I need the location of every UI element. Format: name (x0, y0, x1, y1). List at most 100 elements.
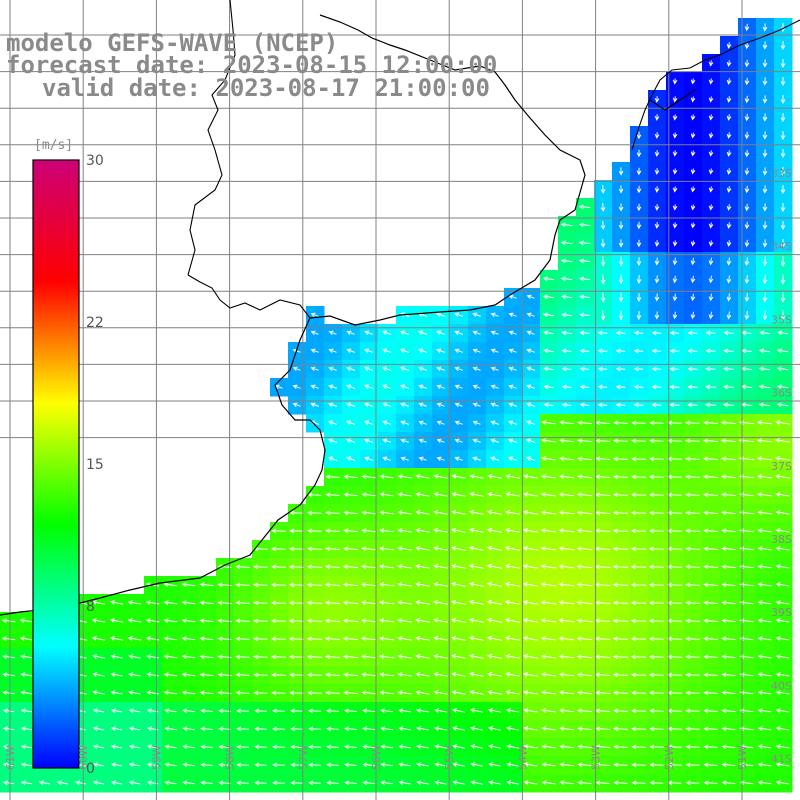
wind-arrow (292, 348, 301, 354)
wind-arrow (600, 310, 606, 321)
wind-arrow (508, 366, 517, 372)
wind-arrow (703, 744, 718, 750)
wind-arrow (433, 618, 448, 623)
wind-arrow (612, 582, 629, 588)
wind-arrow (654, 168, 660, 175)
wind-arrow (723, 366, 734, 372)
wind-arrow (649, 438, 664, 444)
wind-arrow (708, 186, 714, 193)
coastline (0, 14, 586, 616)
wind-arrow (708, 222, 714, 229)
wind-arrow (775, 546, 790, 551)
wind-arrow (542, 276, 555, 282)
wind-arrow (325, 672, 340, 678)
wind-arrow (775, 510, 790, 515)
lon-label: 57W (297, 745, 310, 770)
wind-arrow (346, 384, 356, 389)
wind-arrow (505, 492, 520, 497)
wind-arrow (613, 726, 628, 732)
wind-arrow (469, 545, 484, 551)
wind-arrow (780, 95, 786, 105)
wind-arrow (685, 564, 700, 570)
wind-arrow (560, 258, 573, 264)
wind-arrow (631, 744, 646, 750)
wind-arrow (434, 708, 447, 713)
wind-arrow (525, 438, 536, 443)
wind-arrow (780, 113, 786, 123)
wind-arrow (327, 456, 338, 461)
wind-arrow (540, 546, 557, 551)
wind-arrow (92, 726, 105, 731)
wind-arrow (472, 438, 481, 444)
wind-arrow (615, 348, 626, 354)
wind-arrow (364, 456, 374, 461)
wind-arrow (560, 240, 573, 246)
wind-arrow (346, 330, 355, 336)
wind-arrow (235, 672, 250, 678)
wind-arrow (775, 474, 790, 479)
wind-arrow (654, 204, 660, 211)
wind-arrow (669, 330, 680, 336)
wind-arrow (636, 311, 642, 320)
wind-arrow (762, 23, 768, 32)
wind-arrow (487, 509, 502, 515)
wind-arrow (780, 149, 786, 159)
wind-arrow (669, 366, 680, 372)
wind-arrow (648, 582, 665, 588)
wind-arrow (685, 654, 700, 660)
wind-arrow (468, 581, 485, 587)
wind-arrow (576, 546, 593, 552)
wind-arrow (600, 203, 606, 212)
wind-arrow (541, 708, 556, 713)
wind-arrow (654, 311, 660, 320)
lon-label: 51W (736, 745, 749, 770)
wind-arrow (271, 654, 286, 660)
wind-arrow (380, 762, 393, 767)
wind-arrow (721, 474, 736, 480)
wind-arrow (561, 330, 572, 336)
lat-label: 35S (771, 313, 792, 326)
wind-arrow (690, 275, 696, 284)
wind-arrow (254, 762, 267, 768)
wind-arrow (289, 654, 304, 660)
wind-arrow (672, 114, 678, 121)
wind-vector-field (1, 23, 791, 786)
wind-arrow (363, 384, 374, 389)
wind-arrow (576, 492, 593, 498)
wind-arrow (324, 564, 341, 570)
wind-arrow (451, 635, 466, 641)
wind-arrow (672, 222, 678, 229)
wind-arrow (708, 132, 714, 139)
wind-arrow (541, 474, 556, 479)
wind-arrow (576, 618, 593, 624)
wind-arrow (613, 438, 628, 444)
wind-arrow (344, 762, 357, 768)
wind-arrow (618, 203, 624, 212)
wind-arrow (744, 113, 750, 122)
wind-arrow (272, 762, 285, 768)
wind-arrow (182, 762, 195, 768)
wind-arrow (705, 384, 716, 390)
wind-arrow (398, 708, 411, 713)
wind-arrow (472, 312, 481, 317)
wind-arrow (775, 726, 790, 731)
wind-arrow (578, 222, 591, 228)
wind-arrow (579, 330, 590, 336)
wind-arrow (289, 690, 304, 696)
lat-label: 38S (771, 533, 792, 546)
wind-arrow (508, 330, 517, 336)
wind-arrow (739, 690, 754, 696)
wind-arrow (362, 762, 375, 768)
wind-arrow (775, 780, 790, 785)
wind-arrow (253, 582, 268, 588)
wind-arrow (649, 708, 664, 714)
wind-arrow (618, 185, 624, 194)
wind-arrow (776, 384, 789, 389)
wind-arrow (398, 762, 411, 767)
wind-arrow (468, 599, 485, 605)
wind-arrow (579, 312, 590, 318)
wind-arrow (762, 167, 768, 176)
wind-arrow (685, 762, 700, 768)
wind-arrow (613, 492, 628, 498)
wind-arrow (416, 708, 429, 713)
